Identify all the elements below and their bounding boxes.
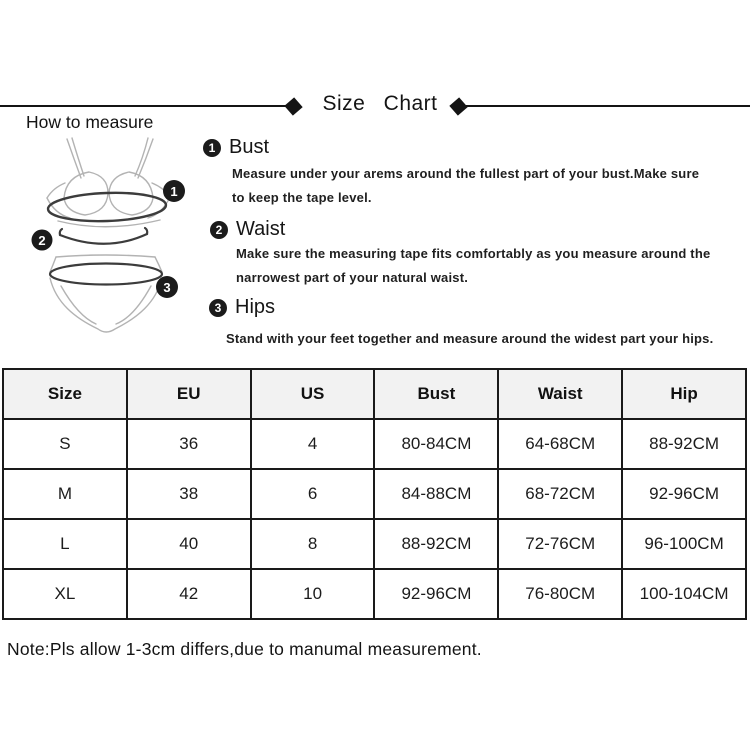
- number-badge-icon: 3: [209, 298, 227, 317]
- page-title: Size Chart: [322, 92, 438, 115]
- col-header-size: Size: [2, 368, 128, 420]
- cell-bust: 80-84CM: [373, 418, 500, 470]
- col-header-hip: Hip: [621, 368, 747, 420]
- bikini-top-outline: [46, 137, 171, 228]
- table-row: L 40 8 88-92CM 72-76CM 96-100CM: [2, 518, 747, 570]
- title-rule-left: [0, 105, 287, 107]
- cell-us: 8: [249, 518, 376, 570]
- section-waist-title: Waist: [236, 218, 286, 240]
- description-line: Measure under your arems around the full…: [232, 166, 700, 181]
- cell-waist: 72-76CM: [497, 518, 624, 570]
- measure-badge-1: 1: [163, 180, 185, 202]
- number-badge-icon: 1: [203, 138, 221, 157]
- measure-badge-2: 2: [31, 229, 53, 251]
- cell-hip: 88-92CM: [621, 418, 747, 470]
- section-hips-heading: 3 Hips: [209, 296, 275, 319]
- cell-waist: 76-80CM: [497, 568, 624, 620]
- cell-us: 4: [249, 418, 376, 470]
- section-waist-heading: 2 Waist: [210, 218, 285, 241]
- cell-size: S: [2, 418, 128, 470]
- measure-badge-3: 3: [156, 276, 178, 298]
- section-waist-description: Make sure the measuring tape fits comfor…: [236, 242, 710, 290]
- section-bust-title: Bust: [229, 136, 270, 158]
- hip-measuring-tape: [48, 262, 164, 286]
- col-header-us: US: [249, 368, 376, 420]
- table-row: S 36 4 80-84CM 64-68CM 88-92CM: [2, 418, 747, 470]
- section-bust-description: Measure under your arems around the full…: [232, 162, 699, 210]
- col-header-bust: Bust: [373, 368, 500, 420]
- how-to-measure-heading: How to measure: [26, 112, 154, 132]
- svg-text:1: 1: [170, 184, 177, 199]
- cell-eu: 36: [125, 418, 252, 470]
- cell-waist: 64-68CM: [497, 418, 624, 470]
- description-line: to keep the tape level.: [232, 190, 372, 205]
- cell-us: 6: [249, 468, 376, 520]
- cell-eu: 42: [125, 568, 252, 620]
- measurement-note: Note:Pls allow 1-3cm differs,due to manu…: [7, 639, 482, 659]
- bikini-measure-illustration: 1 2 3: [31, 137, 185, 333]
- cell-waist: 68-72CM: [497, 468, 624, 520]
- cell-bust: 84-88CM: [373, 468, 500, 520]
- col-header-eu: EU: [125, 368, 252, 420]
- cell-size: XL: [2, 568, 128, 620]
- cell-bust: 92-96CM: [373, 568, 500, 620]
- table-header-row: Size EU US Bust Waist Hip: [2, 368, 747, 420]
- cell-hip: 100-104CM: [621, 568, 747, 620]
- table-row: XL 42 10 92-96CM 76-80CM 100-104CM: [2, 568, 747, 620]
- table-row: M 38 6 84-88CM 68-72CM 92-96CM: [2, 468, 747, 520]
- svg-text:2: 2: [38, 233, 45, 248]
- description-line: Stand with your feet together and measur…: [226, 331, 714, 346]
- cell-size: M: [2, 468, 128, 520]
- title-rule-right: [466, 105, 750, 107]
- cell-hip: 96-100CM: [621, 518, 747, 570]
- bust-measuring-tape: [46, 191, 168, 223]
- cell-eu: 38: [125, 468, 252, 520]
- size-table: Size EU US Bust Waist Hip S 36 4 80-84CM…: [2, 368, 747, 620]
- svg-text:3: 3: [163, 280, 170, 295]
- section-hips-title: Hips: [235, 296, 276, 318]
- cell-us: 10: [249, 568, 376, 620]
- section-hips-description: Stand with your feet together and measur…: [226, 327, 713, 351]
- cell-size: L: [2, 518, 128, 570]
- col-header-waist: Waist: [497, 368, 624, 420]
- bikini-bottom-outline: [49, 254, 163, 333]
- cell-eu: 40: [125, 518, 252, 570]
- cell-bust: 88-92CM: [373, 518, 500, 570]
- description-line: narrowest part of your natural waist.: [236, 270, 469, 285]
- cell-hip: 92-96CM: [621, 468, 747, 520]
- description-line: Make sure the measuring tape fits comfor…: [236, 246, 711, 261]
- section-bust-heading: 1 Bust: [203, 136, 269, 159]
- number-badge-icon: 2: [210, 220, 228, 239]
- waist-measuring-tape: [58, 226, 149, 245]
